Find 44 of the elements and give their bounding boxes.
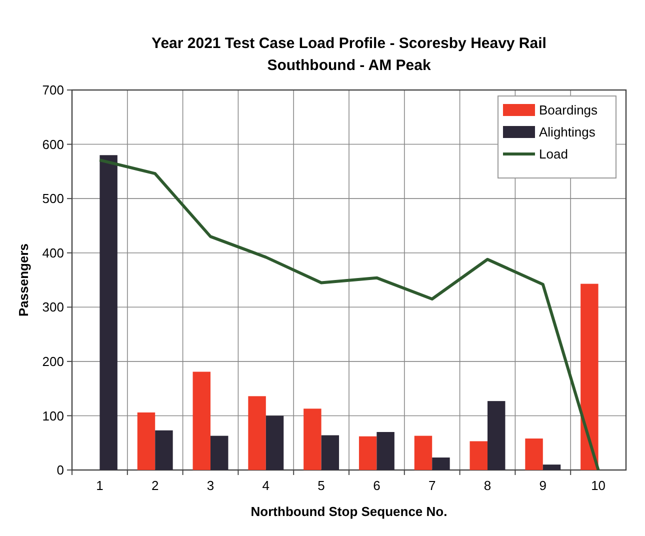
x-tick-label: 10 [591, 478, 606, 493]
x-tick-label: 7 [428, 478, 436, 493]
y-tick-label: 0 [56, 462, 64, 478]
x-tick-label: 4 [262, 478, 270, 493]
y-tick-label: 300 [42, 300, 64, 315]
bar [414, 436, 432, 470]
x-tick-label: 9 [539, 478, 547, 493]
x-tick-label: 8 [484, 478, 492, 493]
bar [100, 155, 118, 470]
bar [358, 436, 377, 470]
bar [137, 412, 156, 470]
bar [155, 430, 173, 470]
bar [192, 372, 210, 470]
y-tick-label: 100 [42, 408, 64, 424]
x-tick-label: 2 [151, 478, 159, 493]
bar [210, 436, 228, 470]
bar [542, 464, 561, 470]
line-series [98, 158, 600, 472]
legend-label: Boardings [539, 102, 598, 118]
y-tick-label: 700 [42, 82, 64, 98]
bar [488, 401, 506, 470]
y-axis-title: Passengers [16, 244, 31, 316]
x-axis-title: Northbound Stop Sequence No. [250, 504, 448, 519]
bar [432, 458, 450, 470]
bar [470, 441, 488, 470]
bar [266, 416, 284, 470]
y-tick-label: 400 [42, 245, 64, 260]
chart-subtitle: Southbound - AM Peak [267, 57, 432, 74]
bar [580, 284, 598, 470]
x-tick-label: 5 [318, 478, 325, 493]
legend-label: Alightings [539, 124, 596, 140]
chart-title: Year 2021 Test Case Load Profile - Scoresby Heavy Rail [152, 35, 546, 52]
bar [248, 396, 266, 470]
y-tick-label: 200 [42, 354, 64, 369]
legend-label: Load [539, 146, 568, 162]
x-tick-label: 6 [373, 478, 380, 493]
y-tick-label: 600 [42, 136, 64, 152]
x-tick-label: 3 [206, 478, 214, 493]
bar [304, 408, 322, 470]
bar [376, 432, 394, 470]
bar [525, 438, 543, 470]
y-tick-label: 500 [42, 191, 64, 206]
bar [321, 435, 340, 470]
x-tick-label: 1 [96, 478, 104, 493]
